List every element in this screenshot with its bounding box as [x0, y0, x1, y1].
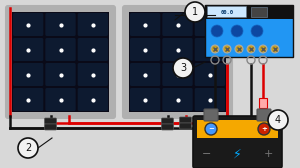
FancyBboxPatch shape [78, 13, 108, 36]
Text: 1: 1 [192, 7, 198, 17]
Circle shape [271, 45, 279, 53]
FancyBboxPatch shape [162, 63, 193, 86]
Circle shape [251, 25, 263, 37]
FancyBboxPatch shape [162, 38, 193, 61]
Circle shape [259, 45, 267, 53]
FancyBboxPatch shape [205, 5, 293, 57]
Text: 2: 2 [25, 143, 31, 153]
FancyBboxPatch shape [208, 7, 247, 17]
FancyBboxPatch shape [130, 13, 160, 36]
FancyBboxPatch shape [161, 124, 173, 130]
Bar [259, 98, 267, 108]
FancyBboxPatch shape [45, 38, 76, 61]
Circle shape [205, 123, 217, 135]
FancyBboxPatch shape [195, 63, 225, 86]
Circle shape [185, 2, 205, 22]
Bar [129, 12, 226, 112]
Circle shape [235, 45, 243, 53]
Bar [205, 5, 293, 19]
Text: 3: 3 [180, 63, 186, 73]
Text: 4: 4 [275, 115, 281, 125]
FancyBboxPatch shape [130, 88, 160, 111]
Circle shape [268, 110, 288, 130]
FancyBboxPatch shape [162, 13, 193, 36]
Text: ⚡: ⚡ [233, 148, 242, 160]
Circle shape [173, 58, 193, 78]
FancyBboxPatch shape [161, 118, 173, 124]
FancyBboxPatch shape [45, 13, 76, 36]
FancyBboxPatch shape [193, 116, 282, 168]
Text: −: − [208, 126, 214, 132]
Bar [197, 120, 278, 138]
FancyBboxPatch shape [44, 118, 56, 124]
Circle shape [211, 45, 219, 53]
Bar [12, 12, 109, 112]
Text: +: + [263, 149, 273, 159]
FancyBboxPatch shape [195, 13, 225, 36]
Text: +: + [261, 126, 267, 132]
FancyBboxPatch shape [130, 38, 160, 61]
FancyBboxPatch shape [195, 38, 225, 61]
FancyBboxPatch shape [78, 88, 108, 111]
Circle shape [223, 45, 231, 53]
Circle shape [247, 45, 255, 53]
Circle shape [211, 25, 223, 37]
FancyBboxPatch shape [257, 109, 271, 121]
FancyBboxPatch shape [78, 38, 108, 61]
FancyBboxPatch shape [78, 63, 108, 86]
FancyBboxPatch shape [13, 38, 43, 61]
FancyBboxPatch shape [13, 88, 43, 111]
FancyBboxPatch shape [179, 117, 191, 123]
FancyBboxPatch shape [6, 6, 115, 118]
Bar [251, 7, 267, 17]
Circle shape [18, 138, 38, 158]
FancyBboxPatch shape [45, 63, 76, 86]
FancyBboxPatch shape [130, 63, 160, 86]
FancyBboxPatch shape [162, 88, 193, 111]
FancyBboxPatch shape [13, 63, 43, 86]
FancyBboxPatch shape [44, 124, 56, 130]
FancyBboxPatch shape [45, 88, 76, 111]
FancyBboxPatch shape [204, 109, 218, 121]
Circle shape [258, 123, 270, 135]
Text: −: − [202, 149, 212, 159]
FancyBboxPatch shape [195, 88, 225, 111]
Circle shape [231, 25, 243, 37]
FancyBboxPatch shape [179, 123, 191, 129]
Text: 00.0: 00.0 [220, 10, 233, 15]
FancyBboxPatch shape [13, 13, 43, 36]
FancyBboxPatch shape [123, 6, 232, 118]
